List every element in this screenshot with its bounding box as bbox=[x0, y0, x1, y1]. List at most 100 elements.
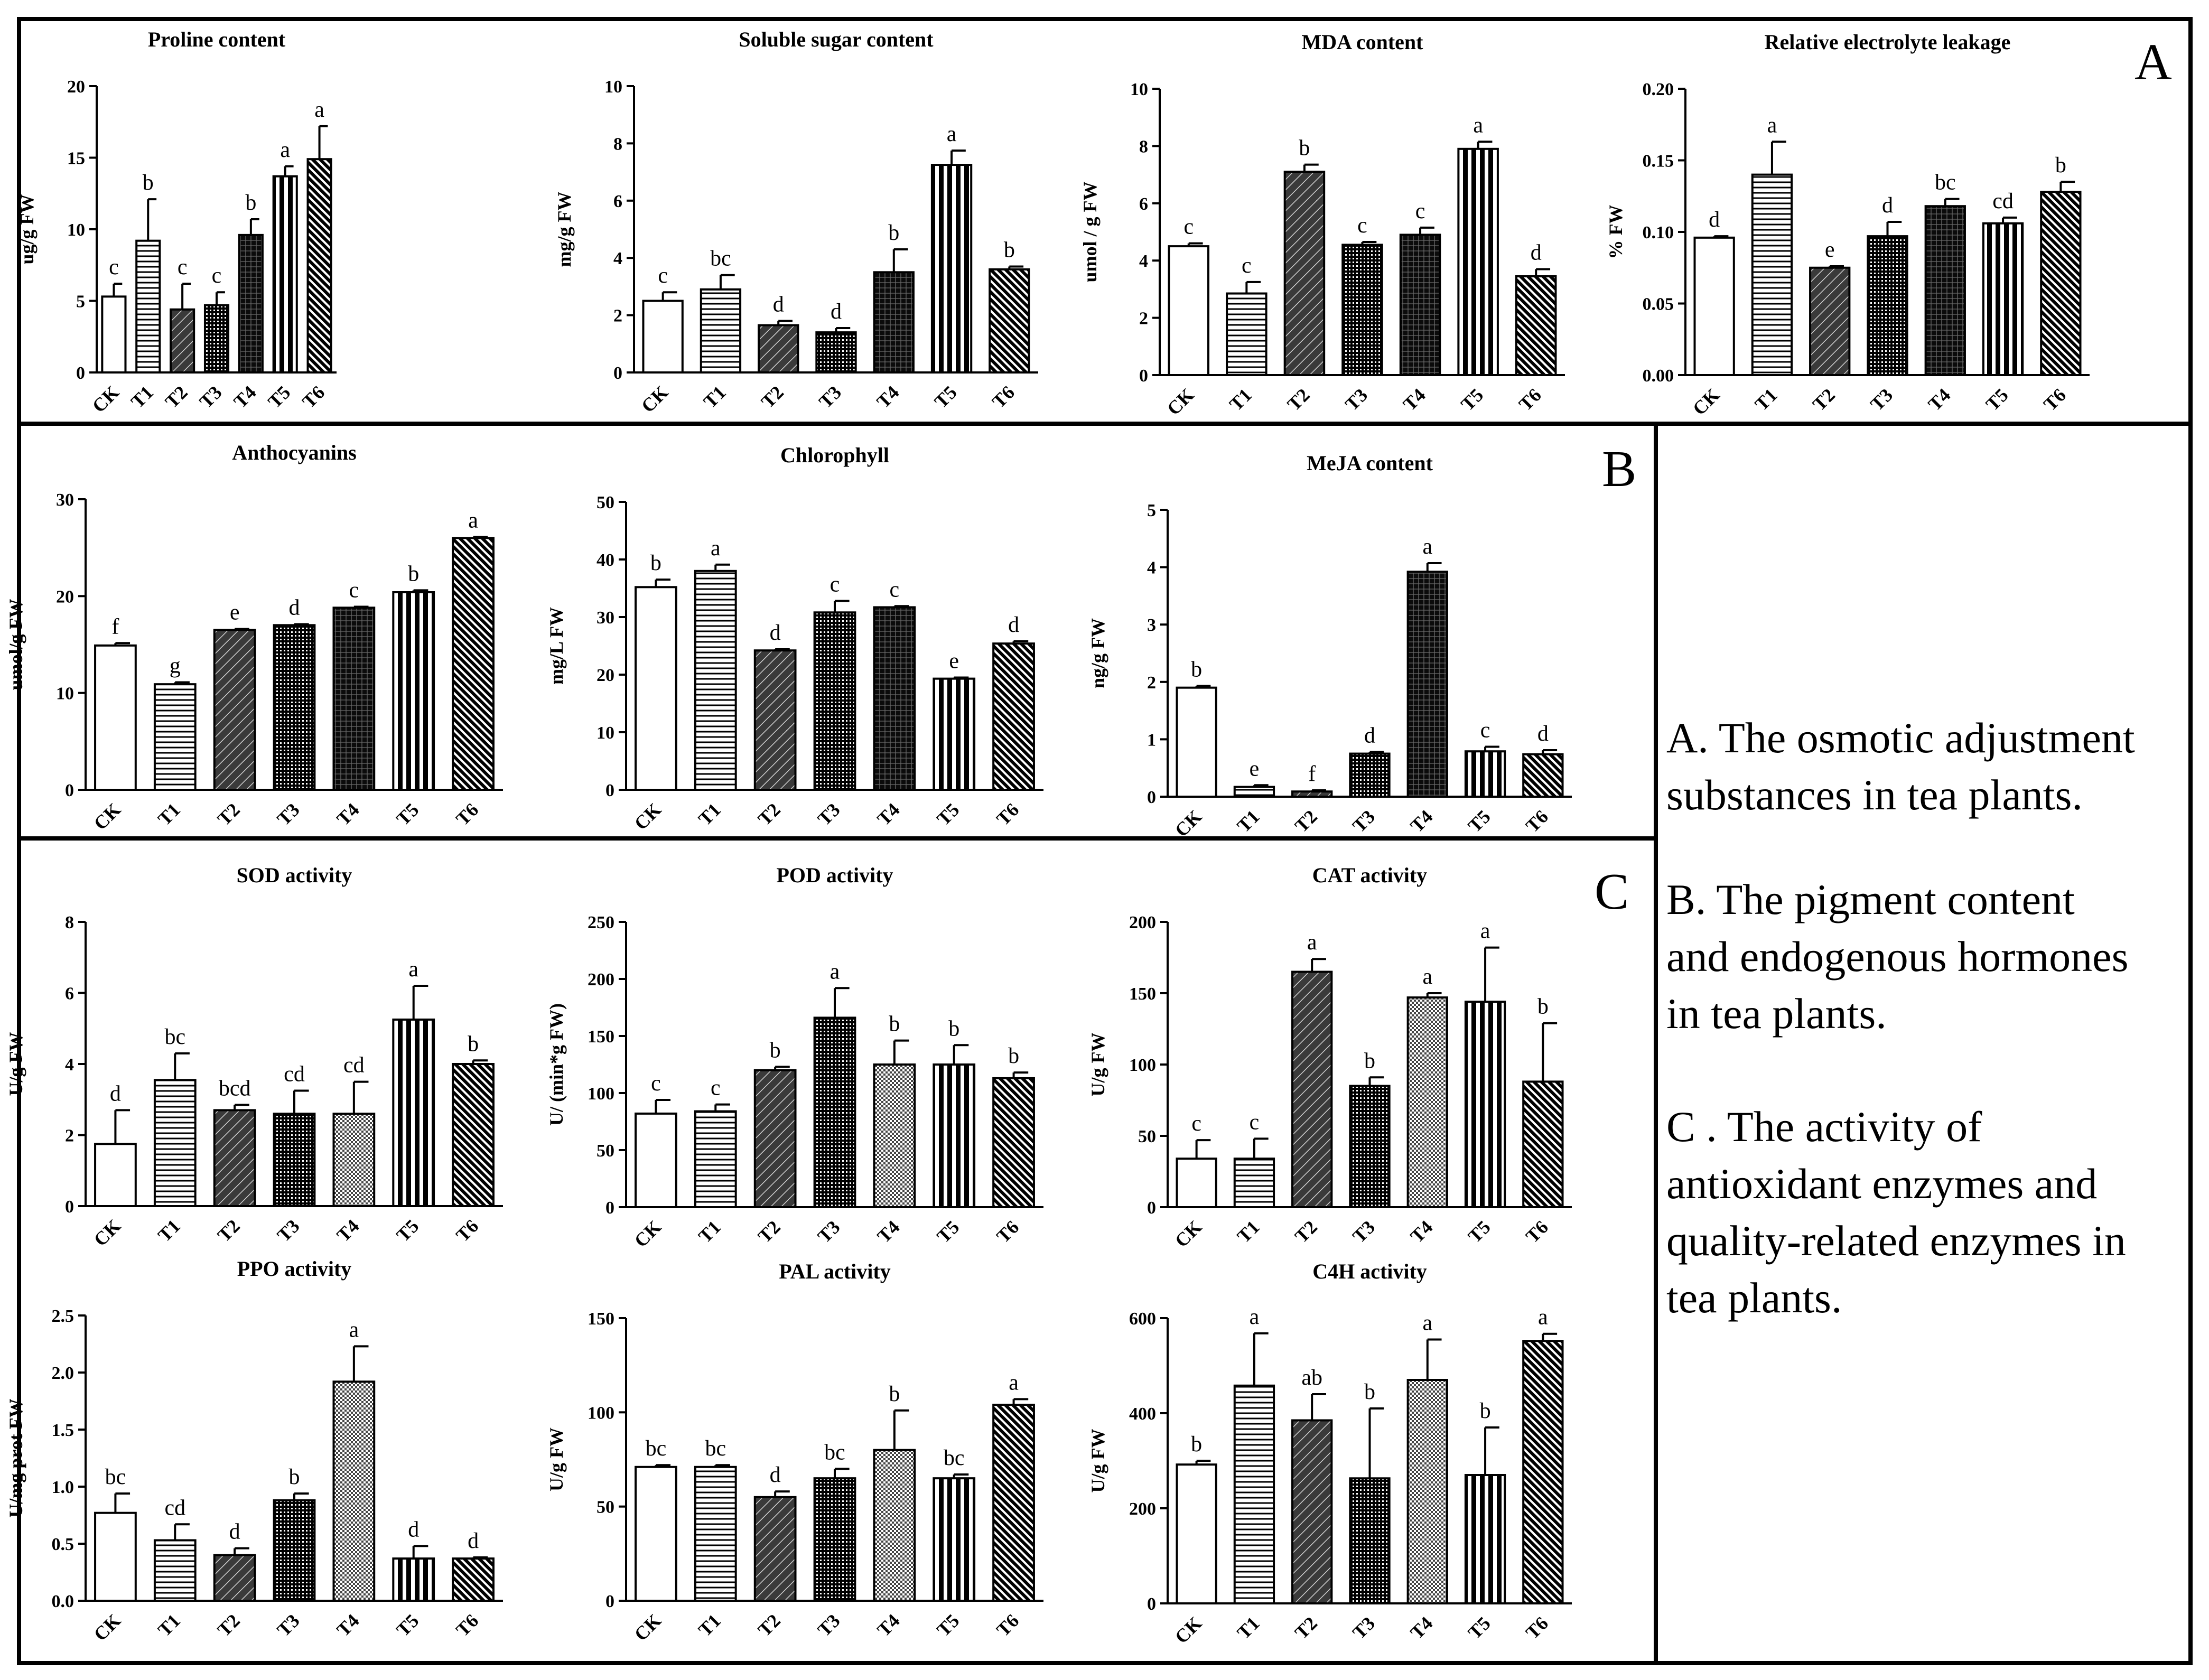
y-tick-label: 250 bbox=[588, 913, 614, 932]
significance-letter: a bbox=[1422, 535, 1432, 559]
significance-letter: b bbox=[948, 1016, 959, 1041]
y-tick-label: 0 bbox=[605, 1592, 614, 1611]
significance-letter: d bbox=[289, 596, 300, 620]
bar-ck bbox=[101, 295, 127, 374]
significance-letter: b bbox=[1008, 1044, 1019, 1068]
y-tick-label: 5 bbox=[76, 292, 85, 312]
significance-letter: f bbox=[1308, 762, 1316, 786]
significance-letter: cd bbox=[284, 1062, 305, 1086]
bar-t6 bbox=[989, 268, 1030, 374]
significance-letter: e bbox=[230, 601, 240, 625]
y-tick-label: 20 bbox=[56, 587, 74, 606]
x-tick-label: T3 bbox=[814, 1216, 844, 1247]
y-axis-label: U/g FW bbox=[1087, 1033, 1108, 1097]
significance-letter: c bbox=[830, 572, 840, 596]
x-tick-label: T1 bbox=[154, 799, 184, 829]
y-tick-label: 2 bbox=[1147, 673, 1156, 693]
significance-letter: b bbox=[245, 191, 256, 215]
significance-letter: bc bbox=[1935, 171, 1956, 195]
significance-letter: b bbox=[2055, 153, 2066, 178]
x-tick-label: T1 bbox=[127, 381, 157, 412]
significance-letter: c bbox=[1183, 215, 1194, 239]
y-tick-label: 8 bbox=[613, 134, 622, 154]
significance-letter: d bbox=[110, 1081, 121, 1106]
x-tick-label: T4 bbox=[230, 381, 260, 412]
x-tick-label: CK bbox=[630, 799, 665, 834]
bar-t2 bbox=[753, 1496, 797, 1602]
bar-t6 bbox=[1522, 1080, 1564, 1209]
chart-proline-content: Proline content ug/g FW 0 5 10 15 20 c CK b T1 c T2 c… bbox=[16, 27, 337, 417]
y-tick-label: 0 bbox=[605, 781, 614, 800]
y-tick-label: 600 bbox=[1129, 1309, 1156, 1329]
significance-letter: bc bbox=[824, 1440, 845, 1464]
bar-t1 bbox=[1226, 292, 1267, 377]
chart-title: SOD activity bbox=[237, 863, 352, 887]
x-tick-label: T3 bbox=[1348, 1612, 1379, 1643]
y-tick-label: 100 bbox=[588, 1403, 614, 1423]
bar-t2 bbox=[758, 324, 799, 374]
bar-t6 bbox=[1522, 753, 1564, 798]
x-tick-label: T2 bbox=[1291, 1612, 1321, 1643]
bar-ck bbox=[1176, 1463, 1217, 1604]
bar-t3 bbox=[1349, 1085, 1391, 1208]
significance-letter: d bbox=[770, 1463, 781, 1487]
y-tick-label: 1.5 bbox=[52, 1421, 74, 1440]
y-axis-label: mg/L FW bbox=[546, 607, 567, 685]
bar-t4 bbox=[1406, 996, 1448, 1208]
chart-pod-activity: POD activity U/ (min*g FW) 0 50 100 150 200 250… bbox=[546, 863, 1043, 1252]
bar-t3 bbox=[1349, 1477, 1391, 1605]
x-tick-label: T4 bbox=[1406, 806, 1437, 836]
bar-t4 bbox=[873, 1449, 916, 1602]
bar-t6 bbox=[992, 642, 1035, 791]
legend-c-line: quality-related enzymes in bbox=[1666, 1217, 2126, 1265]
y-tick-label: 0.10 bbox=[1643, 223, 1674, 242]
chart-title: Soluble sugar content bbox=[739, 27, 934, 51]
x-tick-label: T2 bbox=[1291, 806, 1321, 836]
chart-title: PAL activity bbox=[779, 1259, 890, 1283]
x-tick-label: T3 bbox=[1348, 806, 1379, 836]
y-tick-label: 50 bbox=[596, 493, 614, 512]
significance-letter: c bbox=[1242, 254, 1252, 278]
chart-title: Anthocyanins bbox=[232, 441, 357, 464]
significance-letter: a bbox=[1422, 965, 1432, 989]
legend-b-line: B. The pigment content bbox=[1666, 875, 2075, 923]
x-tick-label: T5 bbox=[933, 1216, 963, 1247]
bar-t4 bbox=[332, 1380, 376, 1602]
x-tick-label: CK bbox=[90, 1610, 125, 1645]
significance-letter: b bbox=[1480, 1399, 1491, 1423]
x-tick-label: T5 bbox=[1464, 1216, 1495, 1247]
bar-ck bbox=[1693, 236, 1735, 376]
x-tick-label: T3 bbox=[273, 799, 304, 829]
y-tick-label: 0 bbox=[1139, 366, 1148, 386]
significance-letter: c bbox=[658, 264, 668, 288]
bar-ck bbox=[94, 1511, 137, 1602]
x-tick-label: T2 bbox=[1809, 384, 1839, 415]
bar-ck bbox=[1176, 686, 1217, 798]
y-tick-label: 10 bbox=[67, 220, 85, 240]
significance-letter: d bbox=[1531, 240, 1542, 265]
x-tick-label: T4 bbox=[1399, 384, 1430, 415]
x-tick-label: T2 bbox=[213, 1610, 244, 1640]
x-tick-label: T4 bbox=[873, 799, 904, 829]
bar-t2 bbox=[1291, 1419, 1333, 1604]
significance-letter: a bbox=[711, 536, 721, 561]
significance-letter: bc bbox=[646, 1436, 667, 1461]
bar-t2 bbox=[1291, 790, 1333, 798]
x-tick-label: CK bbox=[1689, 384, 1723, 419]
x-tick-label: CK bbox=[90, 1215, 125, 1250]
significance-letter: c bbox=[1480, 718, 1490, 743]
significance-letter: bc bbox=[710, 247, 731, 271]
significance-letter: d bbox=[468, 1529, 479, 1553]
chart-title: MeJA content bbox=[1307, 451, 1433, 475]
x-tick-label: CK bbox=[637, 381, 672, 416]
significance-letter: a bbox=[408, 957, 418, 982]
x-tick-label: T1 bbox=[154, 1215, 184, 1246]
chart-mda-content: MDA content umol / g FW 0 2 4 6 8 10 c CK c T1 b T2 c T… bbox=[1079, 30, 1565, 419]
y-tick-label: 1 bbox=[1147, 730, 1156, 750]
y-tick-label: 0.15 bbox=[1643, 152, 1674, 171]
significance-letter: b bbox=[889, 1012, 900, 1037]
bar-t2 bbox=[213, 1554, 256, 1602]
bar-t5 bbox=[392, 1557, 435, 1602]
x-tick-label: T3 bbox=[1866, 384, 1897, 415]
bar-t2 bbox=[213, 1109, 256, 1208]
